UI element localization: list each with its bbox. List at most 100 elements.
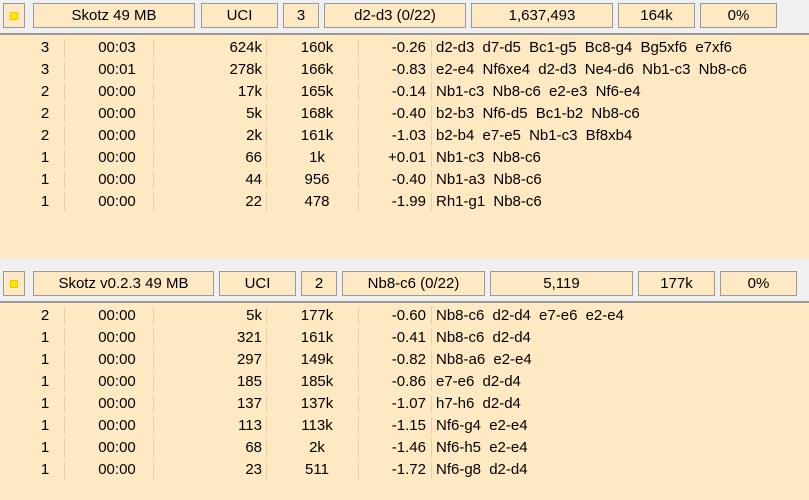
analysis-lines[interactable]: 3 00:03 624k 160k -0.26 d2-d3 d7-d5 Bc1-g5 Bc…: [0, 33, 809, 258]
analysis-line[interactable]: 1 00:00 297 149k -0.82 Nb8-a6 e2-e4: [0, 349, 809, 371]
column-separator: [64, 193, 65, 211]
line-depth: 1: [40, 329, 50, 346]
engine-status-led-icon: [10, 280, 18, 288]
column-separator: [64, 171, 65, 189]
column-separator: [64, 307, 65, 325]
line-nps: 165k: [300, 83, 334, 100]
column-separator: [358, 83, 359, 101]
line-principal-variation: Rh1-g1 Nb8-c6: [436, 193, 542, 210]
line-time: 00:01: [98, 61, 136, 78]
engine-header: Skotz v0.2.3 49 MB UCI 2 Nb8-c6 (0/22) 5…: [0, 268, 809, 301]
engine-name[interactable]: Skotz 49 MB: [33, 3, 195, 28]
search-depth: 2: [301, 271, 337, 296]
analysis-line[interactable]: 1 00:00 23 511 -1.72 Nf6-g8 d2-d4: [0, 459, 809, 481]
engine-toggle-button[interactable]: [3, 271, 25, 296]
column-separator: [153, 307, 154, 325]
analysis-line[interactable]: 1 00:00 185 185k -0.86 e7-e6 d2-d4: [0, 371, 809, 393]
column-separator: [431, 83, 432, 101]
column-separator: [431, 61, 432, 79]
analysis-line[interactable]: 1 00:00 68 2k -1.46 Nf6-h5 e2-e4: [0, 437, 809, 459]
line-time: 00:00: [98, 461, 136, 478]
analysis-line[interactable]: 1 00:00 321 161k -0.41 Nb8-c6 d2-d4: [0, 327, 809, 349]
line-time: 00:00: [98, 83, 136, 100]
line-nodes: 5k: [246, 307, 262, 324]
line-score: -0.82: [391, 351, 426, 368]
nodes-per-second: 164k: [618, 3, 695, 28]
column-separator: [64, 417, 65, 435]
column-separator: [266, 105, 267, 123]
column-separator: [64, 83, 65, 101]
engine-panel-1: Skotz 49 MB UCI 3 d2-d3 (0/22) 1,637,493…: [0, 3, 809, 258]
engine-name[interactable]: Skotz v0.2.3 49 MB: [33, 271, 214, 296]
analysis-line[interactable]: 2 00:00 5k 168k -0.40 b2-b3 Nf6-d5 Bc1-b2 Nb8…: [0, 103, 809, 125]
line-depth: 1: [40, 351, 50, 368]
line-nodes: 321: [236, 329, 262, 346]
tablebase-hits: 0%: [720, 271, 797, 296]
line-nps: 956: [304, 171, 330, 188]
line-principal-variation: e7-e6 d2-d4: [436, 373, 521, 390]
column-separator: [358, 461, 359, 479]
column-separator: [266, 61, 267, 79]
column-separator: [358, 61, 359, 79]
current-move: d2-d3 (0/22): [324, 3, 466, 28]
column-separator: [431, 149, 432, 167]
line-nodes: 22: [245, 193, 262, 210]
column-separator: [266, 127, 267, 145]
line-nps: 478: [304, 193, 330, 210]
column-separator: [64, 105, 65, 123]
line-principal-variation: Nf6-g8 d2-d4: [436, 461, 528, 478]
line-time: 00:00: [98, 417, 136, 434]
line-nodes: 17k: [237, 83, 262, 100]
column-separator: [431, 439, 432, 457]
node-count: 1,637,493: [471, 3, 613, 28]
line-depth: 1: [40, 395, 50, 412]
line-principal-variation: h7-h6 d2-d4: [436, 395, 521, 412]
line-depth: 1: [40, 149, 50, 166]
column-separator: [266, 83, 267, 101]
line-depth: 1: [40, 439, 50, 456]
column-separator: [153, 395, 154, 413]
column-separator: [266, 373, 267, 391]
line-nodes: 66: [245, 149, 262, 166]
line-nps: 2k: [309, 439, 325, 456]
analysis-line[interactable]: 3 00:01 278k 166k -0.83 e2-e4 Nf6xe4 d2-d3 Ne…: [0, 59, 809, 81]
line-score: -0.41: [391, 329, 426, 346]
column-separator: [64, 373, 65, 391]
column-separator: [64, 351, 65, 369]
line-principal-variation: Nf6-g4 e2-e4: [436, 417, 528, 434]
column-separator: [64, 461, 65, 479]
line-nodes: 297: [236, 351, 262, 368]
column-separator: [153, 39, 154, 57]
line-nodes: 68: [245, 439, 262, 456]
analysis-line[interactable]: 1 00:00 22 478 -1.99 Rh1-g1 Nb8-c6: [0, 191, 809, 213]
line-principal-variation: d2-d3 d7-d5 Bc1-g5 Bc8-g4 Bg5xf6 e7xf6: [436, 39, 733, 56]
analysis-line[interactable]: 2 00:00 5k 177k -0.60 Nb8-c6 d2-d4 e7-e6 e2-e…: [0, 305, 809, 327]
line-depth: 1: [40, 373, 50, 390]
line-principal-variation: e2-e4 Nf6xe4 d2-d3 Ne4-d6 Nb1-c3 Nb8-c6: [436, 61, 747, 78]
column-separator: [358, 417, 359, 435]
column-separator: [153, 193, 154, 211]
analysis-line[interactable]: 1 00:00 44 956 -0.40 Nb1-a3 Nb8-c6: [0, 169, 809, 191]
column-separator: [153, 373, 154, 391]
analysis-line[interactable]: 3 00:03 624k 160k -0.26 d2-d3 d7-d5 Bc1-g5 Bc…: [0, 37, 809, 59]
column-separator: [431, 127, 432, 145]
line-score: -1.99: [391, 193, 426, 210]
column-separator: [266, 307, 267, 325]
analysis-line[interactable]: 2 00:00 17k 165k -0.14 Nb1-c3 Nb8-c6 e2-e3 Nf…: [0, 81, 809, 103]
column-separator: [153, 127, 154, 145]
column-separator: [266, 193, 267, 211]
column-separator: [431, 39, 432, 57]
column-separator: [431, 193, 432, 211]
analysis-line[interactable]: 1 00:00 137 137k -1.07 h7-h6 d2-d4: [0, 393, 809, 415]
line-nps: 160k: [300, 39, 334, 56]
analysis-line[interactable]: 1 00:00 66 1k +0.01 Nb1-c3 Nb8-c6: [0, 147, 809, 169]
analysis-line[interactable]: 1 00:00 113 113k -1.15 Nf6-g4 e2-e4: [0, 415, 809, 437]
engine-toggle-button[interactable]: [3, 3, 25, 28]
column-separator: [266, 329, 267, 347]
analysis-line[interactable]: 2 00:00 2k 161k -1.03 b2-b4 e7-e5 Nb1-c3 Bf8x…: [0, 125, 809, 147]
analysis-lines[interactable]: 2 00:00 5k 177k -0.60 Nb8-c6 d2-d4 e7-e6 e2-e…: [0, 301, 809, 500]
column-separator: [266, 395, 267, 413]
panel-splitter[interactable]: [0, 258, 809, 268]
column-separator: [358, 439, 359, 457]
column-separator: [358, 149, 359, 167]
